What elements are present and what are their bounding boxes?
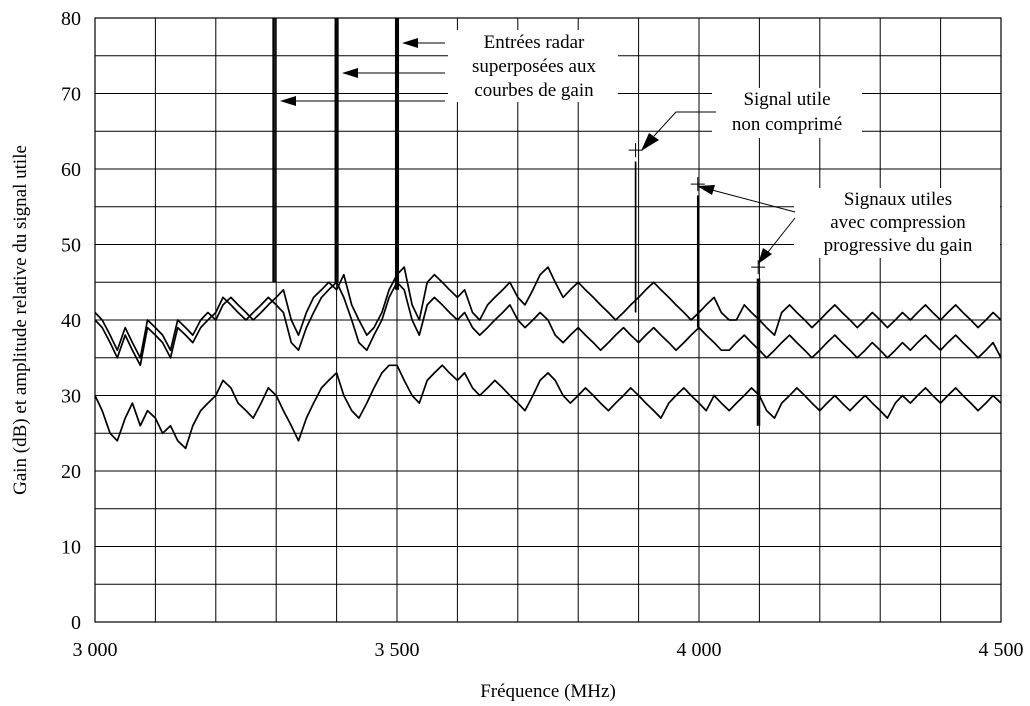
annotation-radar-line-1: Entrées radar [484, 32, 585, 53]
y-tick-label: 30 [61, 386, 81, 408]
plot-frame [94, 17, 1002, 623]
y-tick-label: 80 [61, 8, 81, 30]
annotation-radar-line-3: courbes de gain [474, 80, 594, 101]
series-line-1 [94, 266, 1002, 359]
annotation-uncompressed-bg [712, 88, 862, 138]
callout-compressed-1 [711, 189, 796, 213]
annotation-uncompressed-signal: Signal utile non comprimé [641, 88, 862, 151]
annotation-compressed-line-1: Signaux utiles [844, 189, 952, 210]
annotation-uncompressed-line-1: Signal utile [743, 89, 830, 110]
annotation-radar-line-2: superposées aux [472, 56, 596, 77]
callout-uncompressed [653, 111, 716, 137]
x-axis-title: Fréquence (MHz) [480, 681, 616, 702]
y-tick-label: 10 [61, 537, 81, 559]
annotation-uncompressed-line-2: non comprimé [732, 114, 842, 135]
plus-marker [628, 143, 643, 158]
x-tick-labels: 3 000 3 500 4 000 4 500 [73, 639, 1024, 661]
callout-radar-1-arrowhead [402, 38, 418, 48]
data-series [94, 266, 1002, 450]
x-tick-label: 3 000 [73, 639, 118, 661]
x-tick-label: 3 500 [375, 639, 420, 661]
annotation-compressed-bg [794, 188, 1000, 258]
x-tick-label: 4 500 [979, 639, 1024, 661]
y-axis-title: Gain (dB) et amplitude relative du signa… [10, 145, 31, 495]
annotation-compressed-line-3: progressive du gain [824, 235, 973, 256]
callout-radar-2-arrowhead [342, 68, 358, 78]
callout-compressed-1-arrowhead [697, 185, 715, 195]
x-tick-label: 4 000 [677, 639, 722, 661]
callout-radar-3-arrowhead [280, 96, 296, 106]
signal-spikes [272, 18, 761, 426]
plus-marker [751, 260, 766, 275]
annotation-compressed-line-2: avec compression [830, 212, 966, 233]
plus-marker [690, 177, 705, 192]
y-tick-label: 70 [61, 84, 81, 106]
y-tick-label: 0 [71, 612, 81, 634]
annotation-radar-inputs: Entrées radar superposées aux courbes de… [280, 30, 618, 106]
annotation-compressed-signals: Signaux utiles avec compression progress… [697, 185, 1000, 264]
callout-uncompressed-arrowhead [641, 133, 659, 151]
series-line-3 [94, 364, 1002, 450]
callout-compressed-2-arrowhead [758, 248, 772, 264]
y-tick-label: 60 [61, 159, 81, 181]
annotation-radar-bg [448, 30, 618, 102]
callout-compressed-2 [767, 217, 796, 253]
y-tick-label: 40 [61, 310, 81, 332]
series-line-2 [94, 281, 1002, 367]
y-tick-label: 50 [61, 235, 81, 257]
signal-markers [628, 143, 766, 275]
y-tick-label: 20 [61, 461, 81, 483]
y-tick-labels: 0 10 20 30 40 50 60 70 80 [61, 8, 81, 634]
